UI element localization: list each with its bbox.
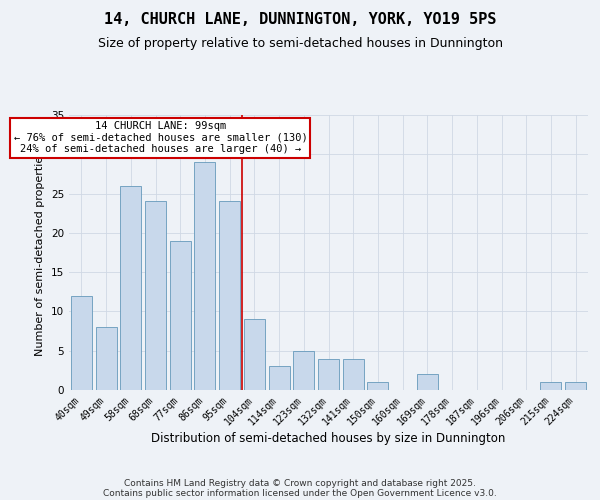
Bar — [269, 366, 290, 390]
Bar — [343, 358, 364, 390]
Text: Contains HM Land Registry data © Crown copyright and database right 2025.: Contains HM Land Registry data © Crown c… — [124, 478, 476, 488]
Bar — [318, 358, 339, 390]
Text: Size of property relative to semi-detached houses in Dunnington: Size of property relative to semi-detach… — [97, 38, 503, 51]
Text: Contains public sector information licensed under the Open Government Licence v3: Contains public sector information licen… — [103, 488, 497, 498]
Bar — [417, 374, 438, 390]
Bar — [244, 320, 265, 390]
Bar — [293, 350, 314, 390]
Y-axis label: Number of semi-detached properties: Number of semi-detached properties — [35, 150, 46, 356]
Bar — [120, 186, 141, 390]
Bar — [95, 327, 116, 390]
Bar — [194, 162, 215, 390]
Bar — [170, 240, 191, 390]
Text: 14, CHURCH LANE, DUNNINGTON, YORK, YO19 5PS: 14, CHURCH LANE, DUNNINGTON, YORK, YO19 … — [104, 12, 496, 28]
Bar — [541, 382, 562, 390]
Text: 14 CHURCH LANE: 99sqm
← 76% of semi-detached houses are smaller (130)
24% of sem: 14 CHURCH LANE: 99sqm ← 76% of semi-deta… — [14, 122, 307, 154]
Bar — [367, 382, 388, 390]
Bar — [145, 202, 166, 390]
Bar — [565, 382, 586, 390]
Bar — [219, 202, 240, 390]
X-axis label: Distribution of semi-detached houses by size in Dunnington: Distribution of semi-detached houses by … — [151, 432, 506, 446]
Bar — [71, 296, 92, 390]
